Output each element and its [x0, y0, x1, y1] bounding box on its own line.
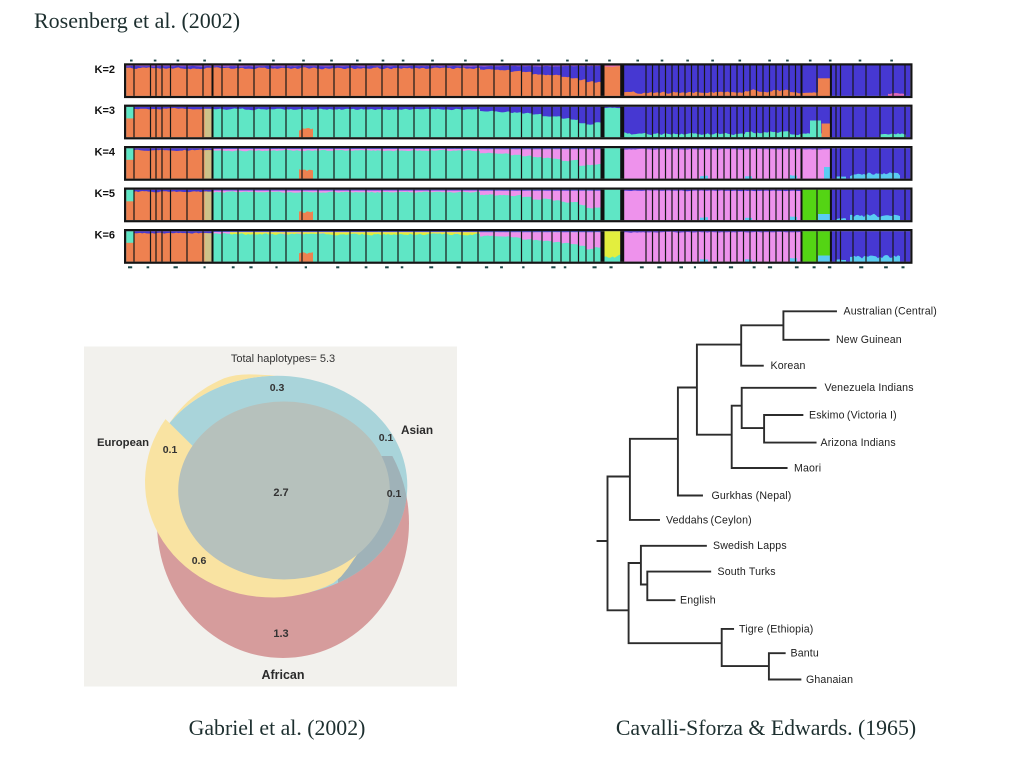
svg-text:Veddahs (Ceylon): Veddahs (Ceylon) — [666, 514, 752, 526]
svg-text:0.1: 0.1 — [163, 444, 178, 456]
svg-text:African: African — [261, 668, 304, 682]
svg-text:0.1: 0.1 — [379, 432, 394, 444]
svg-text:Australian (Central): Australian (Central) — [844, 306, 937, 318]
svg-text:South Turks: South Turks — [718, 566, 776, 578]
svg-text:Maori: Maori — [794, 462, 821, 474]
svg-text:0.6: 0.6 — [192, 555, 207, 567]
svg-text:K=3: K=3 — [95, 105, 116, 117]
svg-text:K=4: K=4 — [95, 147, 116, 159]
svg-text:K=5: K=5 — [95, 188, 116, 200]
svg-text:Bantu: Bantu — [791, 648, 819, 660]
svg-text:Gurkhas (Nepal): Gurkhas (Nepal) — [712, 490, 792, 502]
svg-text:Ghanaian: Ghanaian — [806, 674, 853, 686]
svg-text:K=2: K=2 — [95, 64, 116, 76]
svg-text:0.1: 0.1 — [387, 488, 402, 500]
svg-text:Arizona Indians: Arizona Indians — [821, 437, 896, 449]
svg-text:1.3: 1.3 — [273, 628, 288, 640]
svg-text:Venezuela Indians: Venezuela Indians — [825, 382, 914, 394]
svg-text:Korean: Korean — [771, 360, 806, 372]
svg-text:English: English — [680, 595, 716, 607]
svg-text:2.7: 2.7 — [273, 487, 288, 499]
svg-text:K=6: K=6 — [95, 230, 116, 242]
svg-text:Asian: Asian — [401, 423, 433, 437]
svg-text:0.3: 0.3 — [270, 382, 285, 394]
svg-text:Tigre (Ethiopia): Tigre (Ethiopia) — [739, 623, 813, 635]
svg-text:Eskimo (Victoria I): Eskimo (Victoria I) — [809, 409, 897, 421]
svg-text:European: European — [97, 437, 149, 449]
svg-text:Total haplotypes= 5.3: Total haplotypes= 5.3 — [231, 353, 335, 365]
svg-text:New Guinean: New Guinean — [836, 334, 902, 346]
svg-text:Swedish Lapps: Swedish Lapps — [713, 540, 787, 552]
